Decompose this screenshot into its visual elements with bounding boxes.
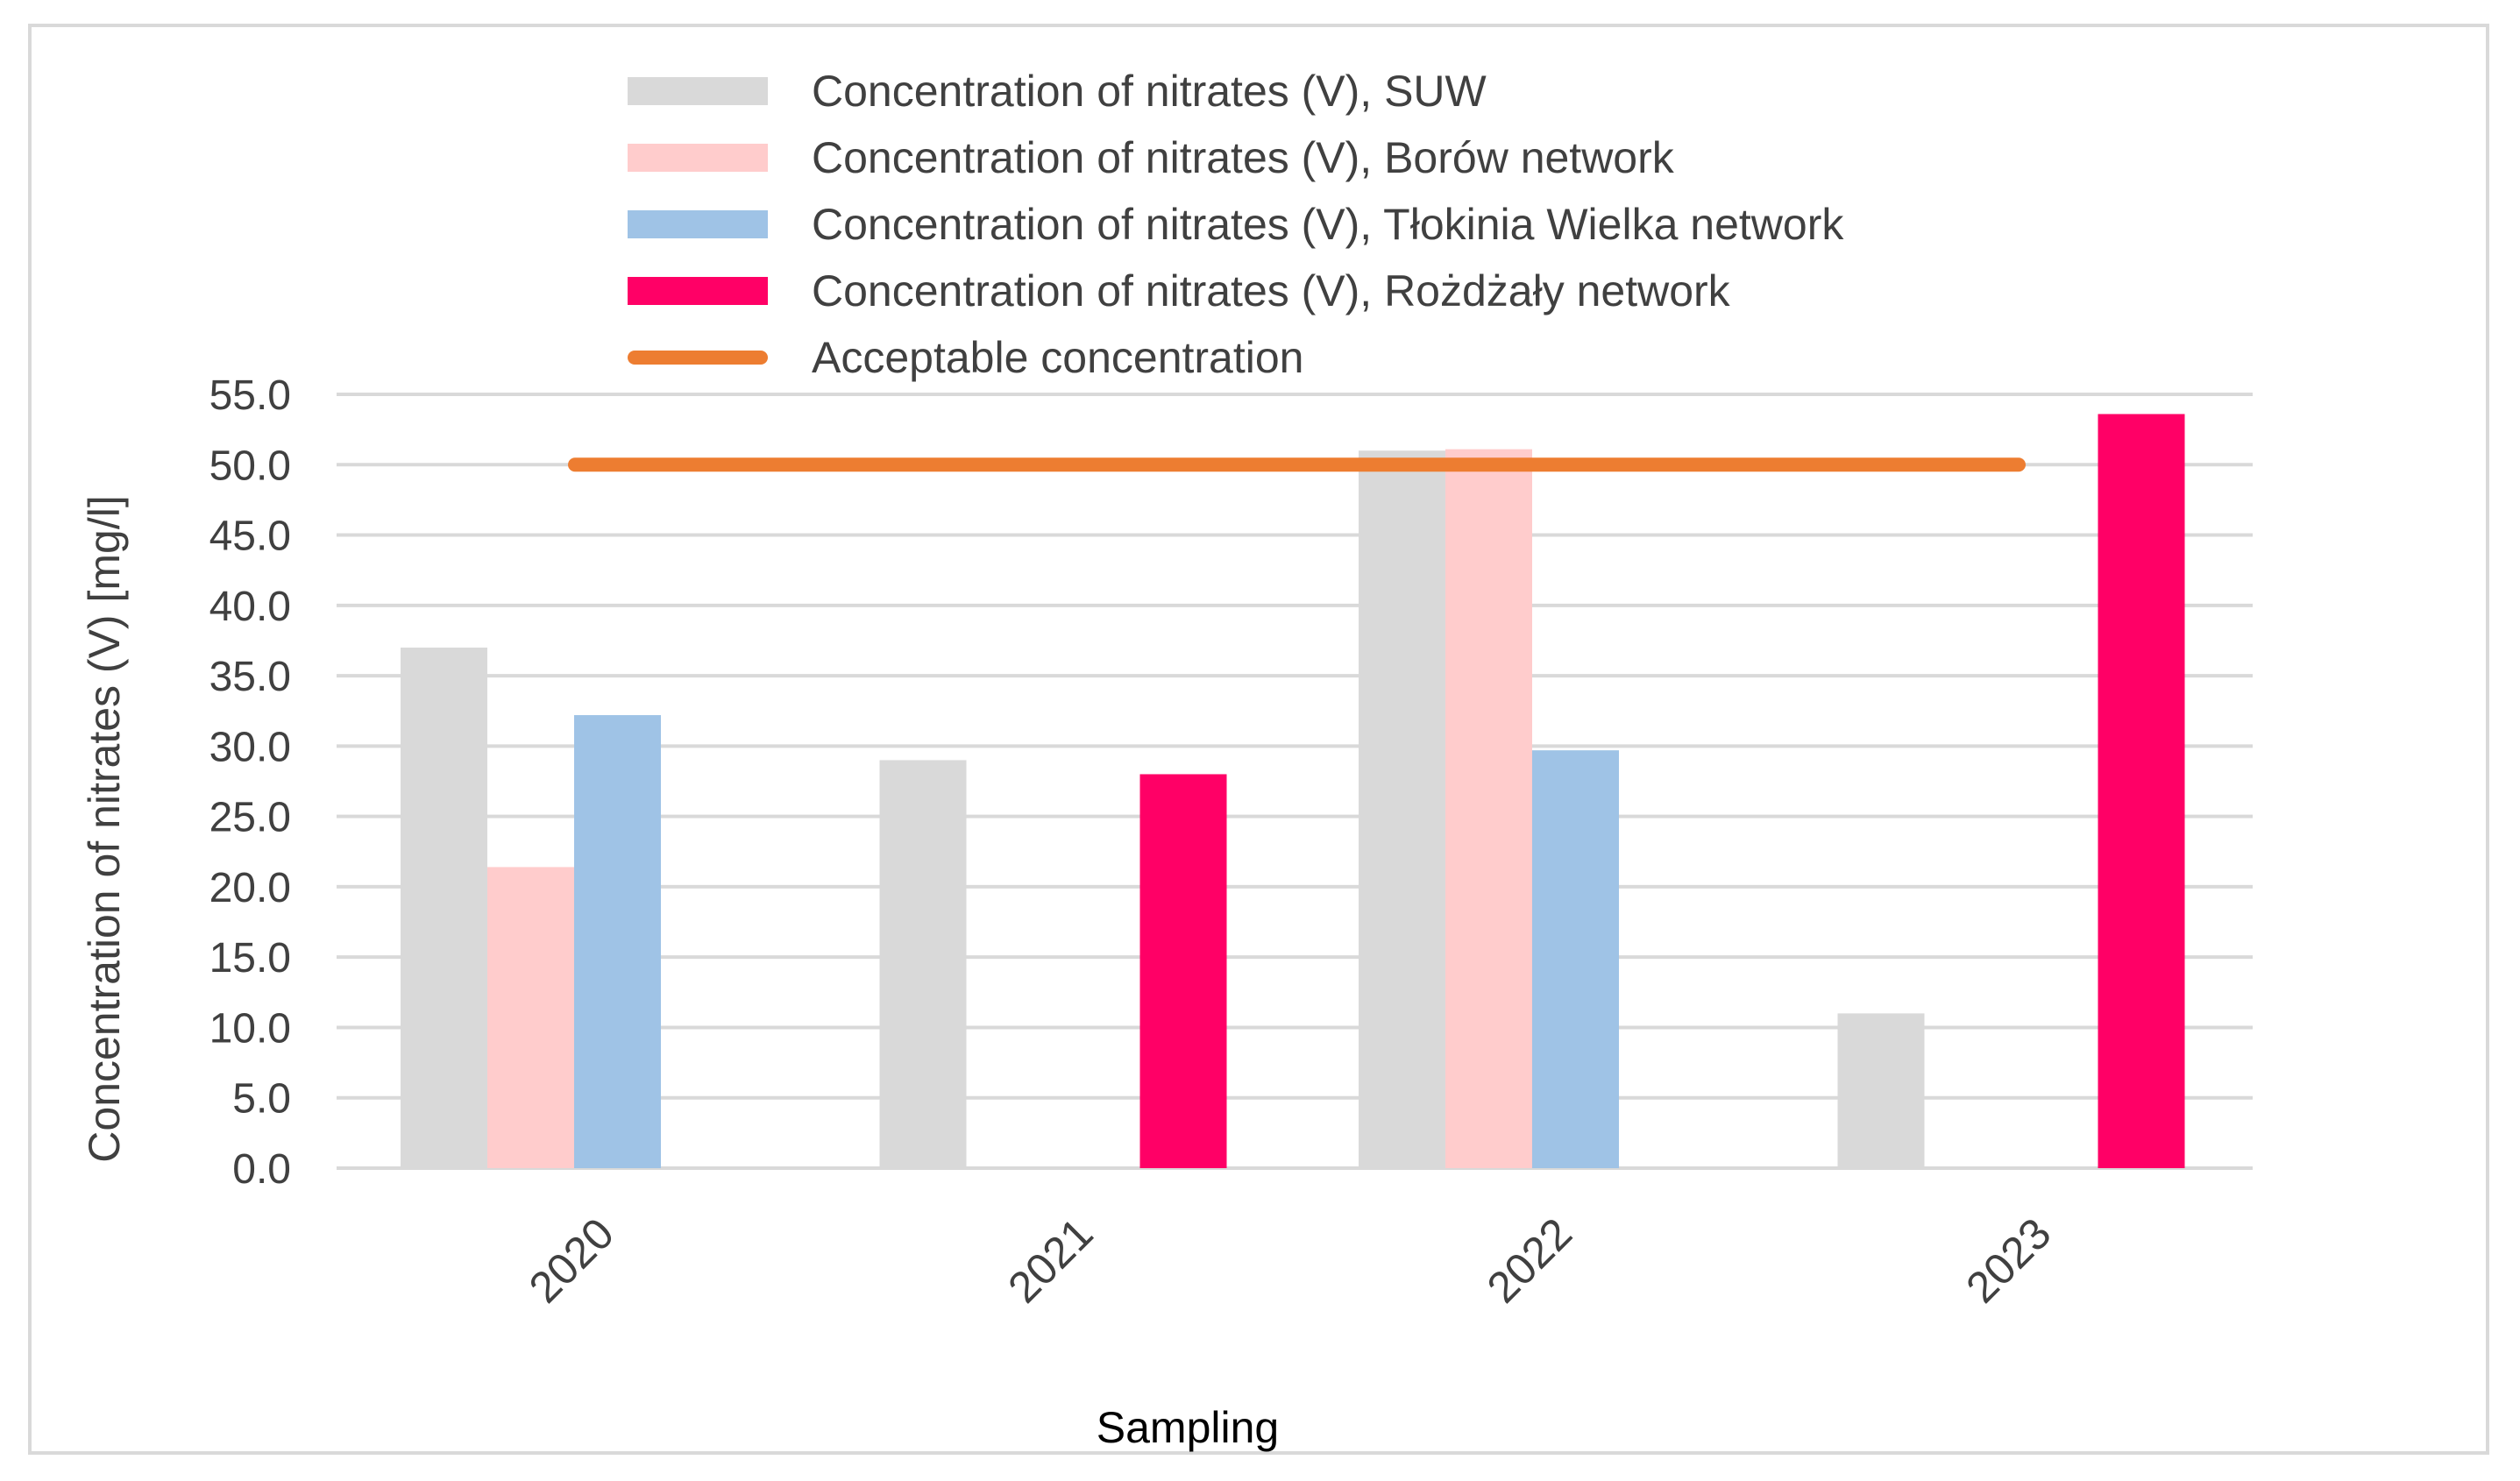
legend-swatch — [628, 277, 768, 305]
legend-label: Concentration of nitrates (V), SUW — [812, 67, 1487, 116]
y-tick-label: 30.0 — [209, 724, 291, 770]
legend: Concentration of nitrates (V), SUW Concen… — [628, 67, 1844, 382]
chart-frame: 0.0 5.0 10.0 15.0 20.0 25.0 30.0 35.0 40.0 45.0 50… — [28, 24, 2489, 1455]
legend-label: Concentration of nitrates (V), Tłokinia … — [812, 200, 1844, 249]
legend-swatch — [628, 77, 768, 105]
legend-swatch — [628, 144, 768, 172]
y-tick-labels: 0.0 5.0 10.0 15.0 20.0 25.0 30.0 35.0 40.0 45.0 50… — [209, 372, 291, 1193]
bar — [879, 760, 967, 1168]
y-tick-label: 50.0 — [209, 443, 291, 489]
y-tick-label: 25.0 — [209, 795, 291, 841]
bars — [401, 414, 2185, 1169]
bar — [1445, 449, 1532, 1168]
legend-swatch — [628, 210, 768, 238]
bar — [2098, 414, 2185, 1169]
bar — [1837, 1013, 1925, 1168]
y-tick-label: 55.0 — [209, 372, 291, 419]
bar — [1139, 774, 1227, 1168]
y-axis-title: Concentration of nitrates (V) [mg/l] — [80, 495, 129, 1162]
x-axis-title: Sampling — [1097, 1403, 1279, 1452]
x-tick-label: 2021 — [998, 1208, 1102, 1312]
bar — [1359, 450, 1445, 1168]
y-tick-label: 10.0 — [209, 1005, 291, 1052]
y-tick-label: 5.0 — [232, 1076, 291, 1123]
legend-label: Concentration of nitrates (V), Borów net… — [812, 133, 1675, 182]
y-tick-label: 0.0 — [232, 1146, 291, 1193]
bar — [574, 715, 661, 1168]
x-tick-label: 2020 — [520, 1208, 623, 1312]
bar — [1532, 750, 1619, 1168]
x-tick-labels: 2020 2021 2022 2023 — [520, 1208, 2061, 1312]
y-tick-label: 15.0 — [209, 935, 291, 981]
y-tick-label: 40.0 — [209, 584, 291, 630]
x-tick-label: 2022 — [1478, 1208, 1581, 1312]
legend-label: Concentration of nitrates (V), Rożdżały … — [812, 266, 1731, 315]
bar — [487, 867, 574, 1168]
y-tick-label: 35.0 — [209, 654, 291, 700]
y-tick-label: 20.0 — [209, 865, 291, 911]
legend-label: Acceptable concentration — [812, 333, 1303, 382]
y-tick-label: 45.0 — [209, 514, 291, 560]
nitrates-bar-chart: 0.0 5.0 10.0 15.0 20.0 25.0 30.0 35.0 40.0 45.0 50… — [80, 67, 2253, 1452]
x-tick-label: 2023 — [1956, 1208, 2060, 1312]
bar — [401, 647, 487, 1168]
